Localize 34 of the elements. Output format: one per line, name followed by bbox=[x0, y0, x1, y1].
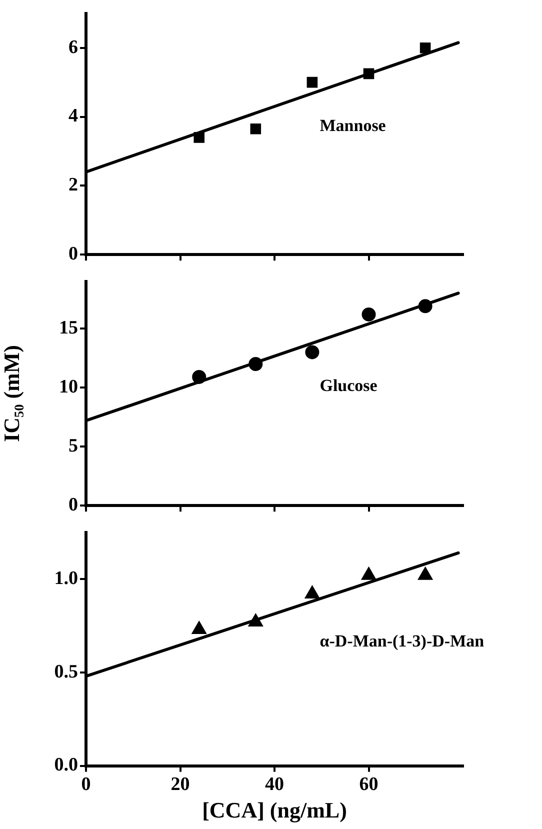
y-tick-label: 2 bbox=[68, 174, 78, 196]
y-tick-label: 6 bbox=[68, 36, 78, 58]
point bbox=[306, 76, 318, 88]
point bbox=[194, 132, 204, 143]
point bbox=[418, 568, 432, 580]
point bbox=[362, 568, 376, 580]
y-tick-label: 5 bbox=[68, 436, 78, 457]
x-tick-label: 20 bbox=[170, 774, 190, 796]
point bbox=[420, 42, 431, 54]
point bbox=[248, 614, 262, 627]
y-tick-label: 10 bbox=[59, 376, 78, 398]
x-tick-label: 40 bbox=[265, 774, 284, 796]
x-axis-title: [CCA] (ng/mL) bbox=[202, 797, 347, 822]
point bbox=[250, 123, 262, 134]
point bbox=[306, 586, 319, 599]
point bbox=[362, 307, 376, 322]
y-axis-title: IC₅₀ (mM) bbox=[0, 345, 24, 442]
series-label: Mannose bbox=[320, 116, 386, 136]
y-tick-label: 4 bbox=[68, 106, 78, 127]
y-tick-label: 0.0 bbox=[54, 754, 78, 776]
point bbox=[418, 299, 432, 314]
y-tick-label: 1.0 bbox=[54, 568, 78, 589]
y-tick-label: 15 bbox=[59, 318, 78, 339]
series-label: Glucose bbox=[320, 376, 378, 396]
point bbox=[192, 370, 206, 384]
text: α-D-Man-(1-3)-D-Man bbox=[320, 631, 485, 650]
y-tick-label: 0 bbox=[68, 244, 78, 265]
y-tick-label: 0 bbox=[68, 494, 78, 516]
y-tick-label: 0.5 bbox=[54, 661, 78, 682]
point bbox=[192, 622, 206, 634]
x-tick-label: 60 bbox=[359, 774, 378, 796]
point bbox=[305, 345, 320, 360]
point bbox=[248, 357, 263, 371]
point bbox=[363, 68, 374, 80]
